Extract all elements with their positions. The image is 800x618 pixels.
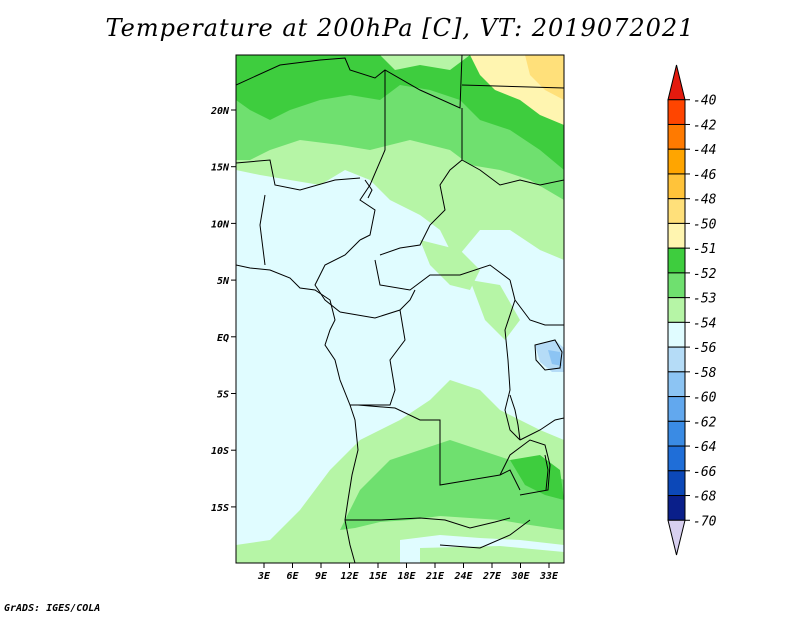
lat-tick-label: 20N bbox=[210, 106, 230, 117]
colorbar-swatch bbox=[667, 445, 686, 472]
map-title: Temperature at 200hPa [C], VT: 201907202… bbox=[105, 14, 695, 42]
lon-tick-label: 15E bbox=[369, 571, 388, 582]
colorbar-swatch bbox=[667, 99, 686, 125]
temperature-field bbox=[236, 55, 564, 563]
colorbar-swatch bbox=[667, 123, 686, 150]
colorbar-label: -68 bbox=[693, 490, 717, 505]
border-tanzania bbox=[519, 417, 564, 441]
lake-malawi bbox=[544, 454, 549, 491]
field-southeast-51 bbox=[510, 455, 564, 500]
lon-tick-label: 6E bbox=[286, 571, 299, 582]
colorbar-label: -53 bbox=[693, 292, 716, 307]
colorbar-swatch bbox=[667, 222, 686, 249]
colorbar-bottom-triangle bbox=[667, 519, 686, 556]
border-east-africa bbox=[461, 159, 564, 186]
colorbar-swatch bbox=[667, 396, 686, 422]
colorbar-label: -62 bbox=[693, 415, 717, 430]
lat-tick-label: 10S bbox=[211, 446, 229, 457]
field-victoria-58 bbox=[548, 350, 562, 366]
colorbar-swatch bbox=[667, 420, 686, 447]
field-north-51 bbox=[236, 55, 564, 170]
lon-tick-label: 33E bbox=[539, 571, 559, 582]
lon-tick-label: 9E bbox=[315, 571, 328, 582]
border-sudan bbox=[379, 108, 463, 256]
lat-tick-label: 10N bbox=[211, 219, 230, 230]
border-mali-niger bbox=[236, 55, 463, 109]
colorbar-label: -60 bbox=[693, 391, 717, 406]
border-drc-east bbox=[504, 279, 521, 441]
colorbar-label: -56 bbox=[693, 341, 717, 356]
border-nigeria bbox=[236, 159, 361, 191]
colorbar-label: -66 bbox=[693, 465, 717, 480]
coastline-west-africa bbox=[236, 264, 359, 563]
lat-tick-label: 5S bbox=[217, 390, 229, 401]
colorbar-swatch bbox=[667, 346, 686, 373]
border-cameroon bbox=[314, 239, 361, 313]
colorbar-swatch bbox=[667, 495, 686, 521]
border-drc-west bbox=[350, 309, 406, 406]
colorbar-label: -44 bbox=[693, 143, 716, 158]
colorbar-label: -51 bbox=[693, 242, 716, 257]
colorbar-label: -40 bbox=[693, 94, 717, 109]
colorbar-label: -54 bbox=[693, 316, 716, 331]
field-central-53 bbox=[420, 240, 480, 290]
colorbar-label: -58 bbox=[693, 366, 717, 381]
lat-tick-label: 15S bbox=[211, 503, 229, 514]
colorbar-swatch bbox=[667, 198, 686, 224]
lon-tick-label: 27E bbox=[482, 571, 502, 582]
colorbar-label: -64 bbox=[693, 440, 716, 455]
lat-tick-label: 5N bbox=[217, 276, 230, 287]
field-northeast-48 bbox=[525, 55, 564, 100]
border-egypt bbox=[461, 84, 564, 89]
colorbar-label: -50 bbox=[693, 217, 717, 232]
lon-tick-label: 30E bbox=[510, 571, 530, 582]
border-zambia bbox=[499, 439, 551, 496]
lat-tick-label: EQ bbox=[217, 333, 229, 344]
lat-tick-label: 15N bbox=[211, 163, 230, 174]
border-car bbox=[374, 259, 511, 291]
border-botswana bbox=[439, 519, 531, 549]
border-benin bbox=[259, 194, 266, 266]
colorbar-swatch bbox=[667, 297, 686, 323]
colorbar-swatch bbox=[667, 148, 686, 175]
lake-tanganyika bbox=[509, 394, 521, 441]
colorbar-top-triangle bbox=[667, 64, 686, 101]
colorbar-label: -48 bbox=[693, 193, 717, 208]
field-south-52 bbox=[340, 440, 564, 530]
field-east-53 bbox=[470, 280, 520, 340]
colorbar-swatch bbox=[667, 371, 686, 398]
lon-tick-label: 12E bbox=[340, 571, 359, 582]
lon-tick-label: 3E bbox=[257, 571, 271, 582]
colorbar-swatch bbox=[667, 247, 686, 274]
colorbar-swatch bbox=[667, 321, 686, 348]
colorbar-label: -46 bbox=[693, 168, 717, 183]
longitude-axis: 3E 6E 9E 12E 15E 18E 21E 24E 27E 30E 33E bbox=[257, 563, 559, 582]
border-angola bbox=[357, 404, 521, 491]
colorbar-label: -42 bbox=[693, 118, 717, 133]
colorbar-label: -70 bbox=[693, 514, 717, 529]
colorbar-swatch bbox=[667, 272, 686, 299]
country-boundaries bbox=[236, 55, 564, 563]
footer-credit: GrADS: IGES/COLA bbox=[4, 603, 101, 614]
border-angola-south bbox=[345, 517, 511, 529]
latitude-axis: 20N 15N 10N 5N EQ 5S 10S 15S bbox=[210, 106, 236, 514]
colorbar-label: -52 bbox=[693, 267, 717, 282]
lon-tick-label: 21E bbox=[425, 571, 445, 582]
colorbar-swatch bbox=[667, 470, 686, 497]
colorbar: -40 -42 -44 -46 -48 -50 -51 -52 -53 -54 -56 -58 -60 -… bbox=[667, 64, 717, 556]
border-chad bbox=[359, 70, 386, 241]
lake-victoria bbox=[534, 339, 563, 371]
field-bottom-53 bbox=[420, 546, 564, 563]
field-north-patch-53 bbox=[380, 55, 470, 70]
border-kenya-uganda bbox=[514, 299, 564, 326]
lon-tick-label: 24E bbox=[453, 571, 473, 582]
colorbar-swatch bbox=[667, 173, 686, 200]
plot-frame bbox=[235, 54, 565, 564]
lake-chad bbox=[364, 179, 373, 199]
lon-tick-label: 18E bbox=[397, 571, 416, 582]
